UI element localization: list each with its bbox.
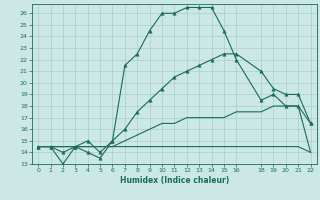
X-axis label: Humidex (Indice chaleur): Humidex (Indice chaleur) — [120, 176, 229, 185]
